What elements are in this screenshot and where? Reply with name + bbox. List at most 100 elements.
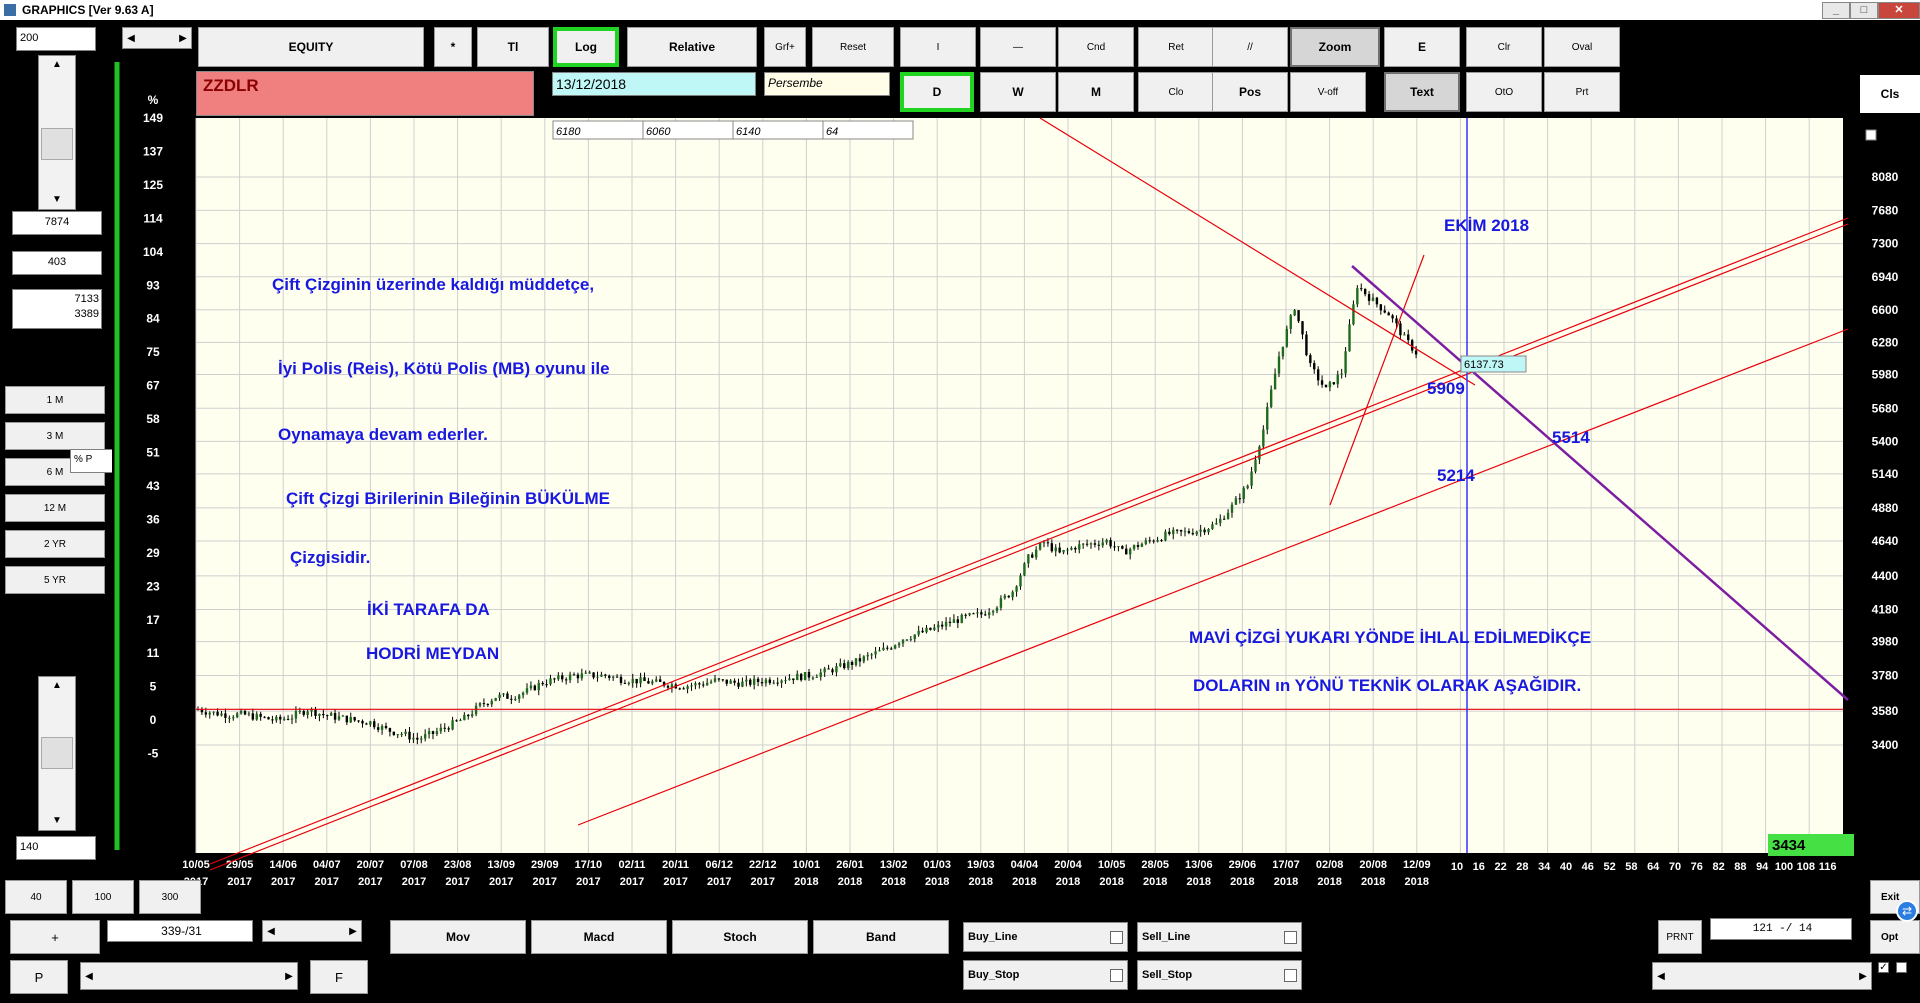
price-tick-label: 3780 bbox=[1872, 668, 1899, 682]
candle-body bbox=[1093, 543, 1097, 545]
period-5yr-button[interactable]: 5 YR bbox=[5, 566, 105, 594]
e-button[interactable]: E bbox=[1384, 27, 1460, 67]
pos-button[interactable]: Pos bbox=[1212, 72, 1288, 112]
clo-button[interactable]: Clo bbox=[1138, 72, 1214, 112]
scroll-right-icon[interactable]: ▶ bbox=[285, 970, 293, 982]
scroll-right-icon[interactable]: ▶ bbox=[349, 925, 357, 937]
candle-body bbox=[627, 683, 631, 685]
candle-body bbox=[263, 716, 266, 718]
position-hscroll[interactable]: ◀ ▶ bbox=[262, 920, 362, 942]
prt-button[interactable]: Prt bbox=[1544, 72, 1620, 112]
star-button[interactable]: * bbox=[434, 27, 472, 67]
top-value-field[interactable]: 200 bbox=[16, 27, 96, 51]
sell-line-toggle[interactable]: Sell_Line bbox=[1137, 922, 1302, 952]
equity-button[interactable]: EQUITY bbox=[198, 27, 424, 67]
n100-button[interactable]: 100 bbox=[72, 880, 134, 914]
buy-stop-checkbox[interactable] bbox=[1110, 969, 1123, 982]
scroll-thumb[interactable] bbox=[41, 128, 73, 160]
sell-stop-toggle[interactable]: Sell_Stop bbox=[1137, 960, 1302, 990]
reset-button[interactable]: Reset bbox=[812, 27, 894, 67]
bottom-value-field[interactable]: 140 bbox=[16, 836, 96, 860]
sell-stop-checkbox[interactable] bbox=[1284, 969, 1297, 982]
n40-button[interactable]: 40 bbox=[5, 880, 67, 914]
parallel-button[interactable]: // bbox=[1212, 27, 1288, 67]
candle-body bbox=[1038, 543, 1042, 550]
buy-line-toggle[interactable]: Buy_Line bbox=[963, 922, 1128, 952]
checkbox-bottom-right-1[interactable]: ✓ bbox=[1878, 962, 1889, 973]
ret-button[interactable]: Ret bbox=[1138, 27, 1214, 67]
f-button[interactable]: F bbox=[310, 960, 368, 994]
candle-body bbox=[1183, 531, 1187, 533]
line-i-button[interactable]: I bbox=[900, 27, 976, 67]
candle-body bbox=[737, 682, 740, 687]
price-axis-checkbox[interactable] bbox=[1865, 129, 1877, 141]
w-button[interactable]: W bbox=[980, 72, 1056, 112]
scroll-left-icon[interactable]: ◀ bbox=[85, 970, 93, 982]
sell-line-checkbox[interactable] bbox=[1284, 931, 1297, 944]
scroll-up-icon[interactable]: ▲ bbox=[39, 677, 75, 695]
oval-button[interactable]: Oval bbox=[1544, 27, 1620, 67]
maximize-button[interactable]: □ bbox=[1850, 2, 1878, 19]
relative-button[interactable]: Relative bbox=[627, 27, 757, 67]
grf-plus-button[interactable]: Grf+ bbox=[764, 27, 806, 67]
period-3m-button[interactable]: 3 M bbox=[5, 422, 105, 450]
opt-button[interactable]: Opt bbox=[1870, 920, 1920, 954]
m-button[interactable]: M bbox=[1058, 72, 1134, 112]
scroll-left-icon[interactable]: ◀ bbox=[1657, 970, 1665, 982]
candle-body bbox=[322, 713, 325, 716]
p-button[interactable]: P bbox=[10, 960, 68, 994]
cnd-button[interactable]: Cnd bbox=[1058, 27, 1134, 67]
cls-button[interactable]: Cls bbox=[1860, 75, 1920, 113]
candle-body bbox=[1058, 547, 1061, 553]
log-button[interactable]: Log bbox=[553, 27, 619, 67]
x-tick-date: 02/11 bbox=[619, 859, 646, 871]
period-2yr-button[interactable]: 2 YR bbox=[5, 530, 105, 558]
plus-button[interactable]: + bbox=[10, 920, 100, 954]
hline-button[interactable]: — bbox=[980, 27, 1056, 67]
scroll-thumb[interactable] bbox=[41, 737, 73, 769]
scroll-right-icon[interactable]: ▶ bbox=[1859, 970, 1867, 982]
x-tick-year: 2018 bbox=[1187, 876, 1211, 888]
candle-body bbox=[608, 675, 611, 678]
n300-button[interactable]: 300 bbox=[139, 880, 201, 914]
swap-icon[interactable]: ⇄ bbox=[1896, 900, 1918, 922]
candle-body bbox=[345, 715, 349, 723]
candle-body bbox=[232, 717, 235, 719]
zoom-button[interactable]: Zoom bbox=[1290, 27, 1380, 67]
left-vscroll-top[interactable]: ▲ ▼ bbox=[38, 55, 76, 210]
left-vscroll-bottom[interactable]: ▲ ▼ bbox=[38, 676, 76, 831]
scroll-down-icon[interactable]: ▼ bbox=[39, 191, 75, 209]
scroll-left-icon[interactable]: ◀ bbox=[127, 32, 135, 44]
candle-body bbox=[1027, 554, 1030, 564]
tl-button[interactable]: Tl bbox=[477, 27, 549, 67]
scroll-right-icon[interactable]: ▶ bbox=[179, 32, 187, 44]
scroll-left-icon[interactable]: ◀ bbox=[267, 925, 275, 937]
v-off-button[interactable]: V-off bbox=[1290, 72, 1366, 112]
date-field[interactable]: 13/12/2018 bbox=[552, 72, 756, 96]
d-button[interactable]: D bbox=[900, 72, 974, 112]
period-1m-button[interactable]: 1 M bbox=[5, 386, 105, 414]
scroll-up-icon[interactable]: ▲ bbox=[39, 56, 75, 74]
top-hscroll[interactable]: ◀ ▶ bbox=[122, 27, 192, 49]
band-button[interactable]: Band bbox=[813, 920, 949, 954]
prnt-button[interactable]: PRNT bbox=[1658, 920, 1702, 954]
text-button[interactable]: Text bbox=[1384, 72, 1460, 112]
stoch-button[interactable]: Stoch bbox=[672, 920, 808, 954]
app-icon bbox=[4, 4, 16, 16]
oto-button[interactable]: OtO bbox=[1466, 72, 1542, 112]
period-12m-button[interactable]: 12 M bbox=[5, 494, 105, 522]
clr-button[interactable]: Clr bbox=[1466, 27, 1542, 67]
macd-button[interactable]: Macd bbox=[531, 920, 667, 954]
buy-line-checkbox[interactable] bbox=[1110, 931, 1123, 944]
right-hscroll[interactable]: ◀ ▶ bbox=[1652, 962, 1872, 990]
candle-body bbox=[1324, 384, 1328, 388]
minimize-button[interactable]: _ bbox=[1822, 2, 1850, 19]
price-chart[interactable]: % 149 137 125 114 104 93 84 75 67 58 51 43 36 29 23 17 11… bbox=[0, 0, 1920, 900]
scroll-down-icon[interactable]: ▼ bbox=[39, 812, 75, 830]
candle-body bbox=[271, 719, 274, 721]
mov-button[interactable]: Mov bbox=[390, 920, 526, 954]
main-hscroll[interactable]: ◀ ▶ bbox=[80, 962, 298, 990]
buy-stop-toggle[interactable]: Buy_Stop bbox=[963, 960, 1128, 990]
price-tick-label: 5980 bbox=[1872, 367, 1899, 381]
checkbox-bottom-right-2[interactable] bbox=[1896, 962, 1907, 973]
